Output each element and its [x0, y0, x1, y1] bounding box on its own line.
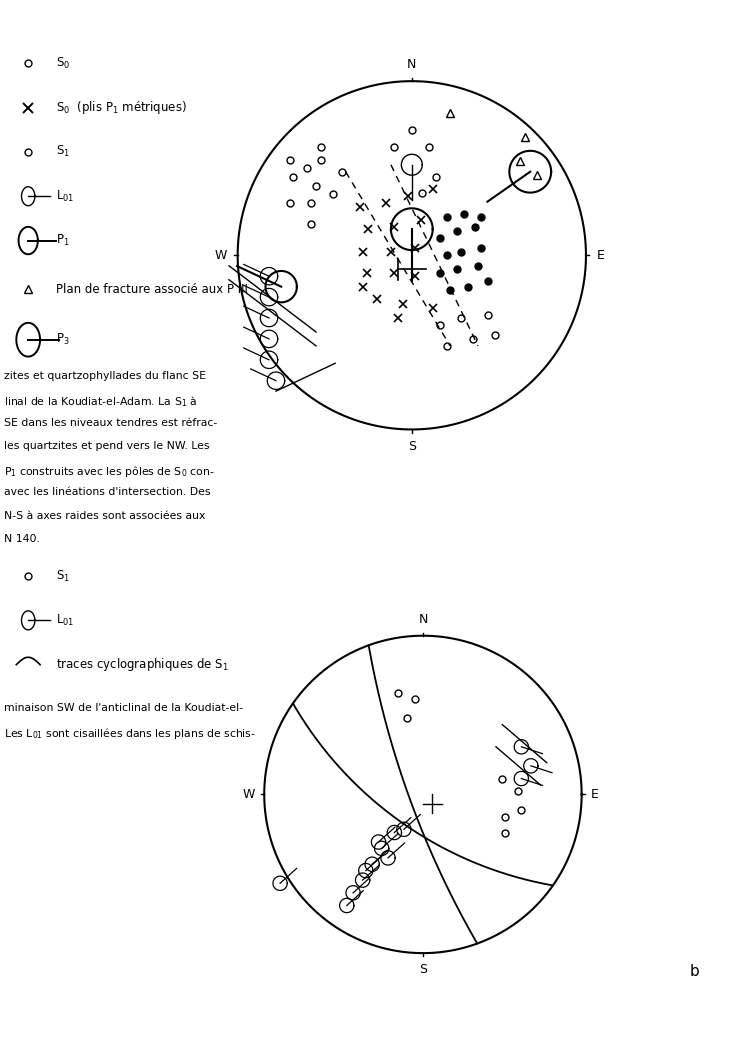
Text: S$_0$: S$_0$ — [56, 56, 70, 71]
Text: les quartzites et pend vers le NW. Les: les quartzites et pend vers le NW. Les — [4, 441, 209, 450]
Text: SE dans les niveaux tendres est réfrac-: SE dans les niveaux tendres est réfrac- — [4, 418, 217, 427]
Text: linal de la Koudiat-el-Adam. La S$_1$ à: linal de la Koudiat-el-Adam. La S$_1$ à — [4, 395, 197, 409]
Text: P$_1$: P$_1$ — [56, 233, 70, 248]
Text: N: N — [418, 613, 427, 627]
Text: L$_{01}$: L$_{01}$ — [56, 189, 75, 204]
Text: N-S à axes raides sont associées aux: N-S à axes raides sont associées aux — [4, 511, 205, 520]
Text: S$_1$: S$_1$ — [56, 145, 70, 159]
Text: b: b — [690, 964, 700, 979]
Text: N: N — [407, 58, 416, 71]
Text: zites et quartzophyllades du flanc SE: zites et quartzophyllades du flanc SE — [4, 371, 206, 381]
Text: L$_{01}$: L$_{01}$ — [56, 613, 75, 628]
Text: E: E — [597, 249, 604, 262]
Text: P$_3$: P$_3$ — [56, 332, 70, 347]
Text: avec les linéations d'intersection. Des: avec les linéations d'intersection. Des — [4, 487, 210, 497]
Text: N 140.: N 140. — [4, 534, 39, 543]
Text: S$_1$: S$_1$ — [56, 569, 70, 583]
Text: Les L$_{01}$ sont cisaillées dans les plans de schis-: Les L$_{01}$ sont cisaillées dans les pl… — [4, 726, 256, 741]
Text: P$_1$ construits avec les pôles de S$_0$ con-: P$_1$ construits avec les pôles de S$_0$… — [4, 464, 214, 479]
Text: minaison SW de l'anticlinal de la Koudiat-el-: minaison SW de l'anticlinal de la Koudia… — [4, 703, 243, 712]
Text: W: W — [243, 788, 255, 801]
Text: S$_0$  (plis P$_1$ métriques): S$_0$ (plis P$_1$ métriques) — [56, 99, 187, 116]
Text: Plan de fracture associé aux P III: Plan de fracture associé aux P III — [56, 283, 249, 295]
Text: S: S — [408, 440, 416, 453]
Text: traces cyclographiques de S$_1$: traces cyclographiques de S$_1$ — [56, 656, 229, 673]
Text: S: S — [419, 962, 427, 976]
Text: W: W — [215, 249, 227, 262]
Text: E: E — [591, 788, 599, 801]
